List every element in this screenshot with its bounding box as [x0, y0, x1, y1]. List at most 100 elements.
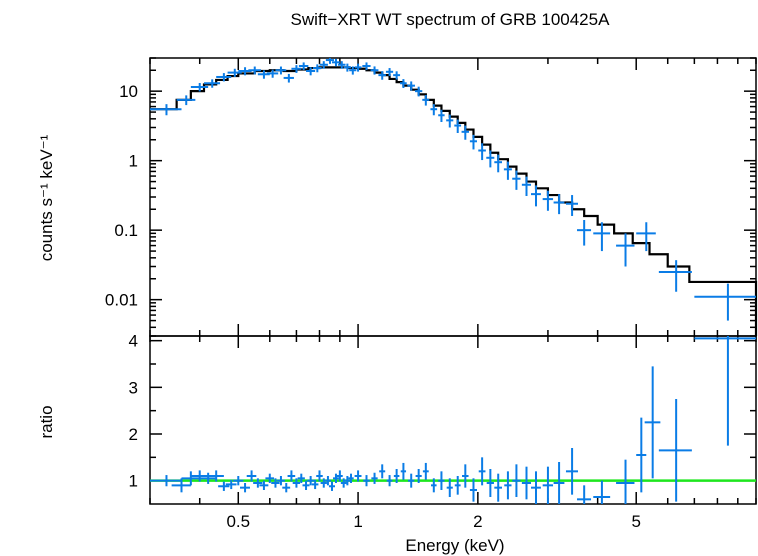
- data-point: [503, 161, 512, 180]
- ratio-point: [199, 472, 217, 484]
- data-point: [393, 71, 401, 80]
- data-point: [616, 233, 635, 267]
- ratio-point: [336, 470, 343, 482]
- ratio-point: [328, 481, 335, 491]
- ratio-point: [307, 476, 315, 486]
- ratio-point: [344, 476, 351, 486]
- top-panel-ticks: 10 1 0.1 0.01: [105, 57, 757, 348]
- data-point: [438, 109, 445, 122]
- top-panel: 10 1 0.1 0.01: [105, 57, 758, 348]
- data-point: [275, 66, 287, 75]
- ratio-point: [253, 478, 263, 488]
- y-tick-label: 1: [129, 472, 138, 491]
- y-tick-label: 3: [129, 378, 138, 397]
- data-point: [283, 73, 294, 83]
- ratio-point: [644, 366, 661, 479]
- ratio-point: [694, 336, 756, 446]
- data-point: [190, 83, 209, 92]
- ratio-point: [320, 478, 327, 488]
- x-tick-label: 1: [353, 512, 362, 531]
- bottom-panel-frame: [149, 335, 757, 505]
- ratio-point: [415, 469, 422, 483]
- ratio-point: [225, 479, 237, 490]
- model-curve: [150, 66, 758, 336]
- data-point: [385, 68, 394, 77]
- data-point: [542, 190, 554, 211]
- ratio-point: [316, 470, 323, 482]
- data-point: [227, 68, 242, 77]
- x-tick-label: 0.5: [226, 512, 250, 531]
- ratio-point: [386, 475, 393, 487]
- x-tick-label: 5: [631, 512, 640, 531]
- data-point: [319, 61, 328, 69]
- ratio-point: [324, 476, 331, 486]
- data-point: [378, 71, 386, 80]
- ratio-point: [340, 478, 347, 488]
- bottom-y-axis-label: ratio: [37, 405, 56, 438]
- ratio-point: [438, 471, 445, 490]
- data-point: [494, 154, 503, 173]
- x-axis-label: Energy (keV): [405, 536, 504, 555]
- data-point: [553, 194, 565, 215]
- ratio-point: [393, 469, 400, 483]
- data-point: [478, 143, 486, 161]
- ratio-point: [292, 478, 301, 488]
- ratio-point: [208, 470, 224, 482]
- y-tick-label: 10: [119, 82, 138, 101]
- data-point: [176, 95, 196, 106]
- ratio-point: [521, 466, 531, 500]
- data-point: [266, 69, 279, 78]
- data-point: [422, 95, 430, 106]
- top-y-axis-label: counts s⁻¹ keV⁻¹: [37, 134, 56, 261]
- data-point: [530, 185, 541, 207]
- ratio-point: [454, 476, 461, 495]
- data-point: [593, 222, 611, 252]
- ratio-point: [504, 471, 512, 500]
- data-point: [486, 150, 495, 168]
- data-point: [248, 66, 261, 75]
- ratio-point: [565, 448, 578, 495]
- ratio-point: [430, 478, 437, 493]
- data-point: [354, 63, 362, 72]
- ratio-point: [616, 459, 635, 504]
- ratio-point: [422, 462, 429, 480]
- data-point: [430, 104, 438, 116]
- ratio-point: [478, 457, 486, 486]
- data-point: [349, 66, 357, 75]
- data-point: [521, 176, 531, 197]
- data-point: [512, 170, 521, 190]
- ratio-point: [282, 483, 291, 493]
- ratio-point: [150, 475, 182, 487]
- chart-title: Swift−XRT WT spectrum of GRB 100425A: [291, 10, 611, 29]
- ratio-point: [190, 470, 209, 482]
- spectrum-data-points: [150, 58, 756, 321]
- data-point: [694, 283, 756, 321]
- ratio-point: [171, 478, 191, 493]
- data-point: [343, 63, 352, 72]
- ratio-point: [240, 483, 250, 493]
- bottom-panel: 0.5 1 2 5 1 2 3 4: [129, 332, 757, 531]
- ratio-point: [259, 480, 269, 490]
- top-panel-frame: [149, 57, 757, 337]
- ratio-point: [494, 473, 503, 502]
- data-point: [454, 119, 462, 134]
- ratio-point: [469, 478, 477, 502]
- ratio-point: [233, 476, 244, 486]
- data-point: [407, 81, 415, 91]
- ratio-point: [542, 466, 554, 504]
- data-point: [400, 79, 407, 89]
- y-tick-label: 0.01: [105, 291, 138, 310]
- y-tick-label: 2: [129, 425, 138, 444]
- ratio-point: [246, 470, 257, 482]
- ratio-point: [593, 480, 611, 504]
- bottom-panel-ticks: 0.5 1 2 5 1 2 3 4: [129, 332, 757, 531]
- ratio-point: [512, 464, 521, 497]
- data-point: [461, 125, 469, 140]
- ratio-point: [371, 472, 378, 484]
- ratio-point: [302, 480, 310, 490]
- ratio-point: [553, 462, 565, 504]
- data-point: [332, 58, 340, 67]
- ratio-point: [265, 473, 275, 483]
- data-point: [362, 62, 371, 71]
- ratio-point: [462, 464, 469, 488]
